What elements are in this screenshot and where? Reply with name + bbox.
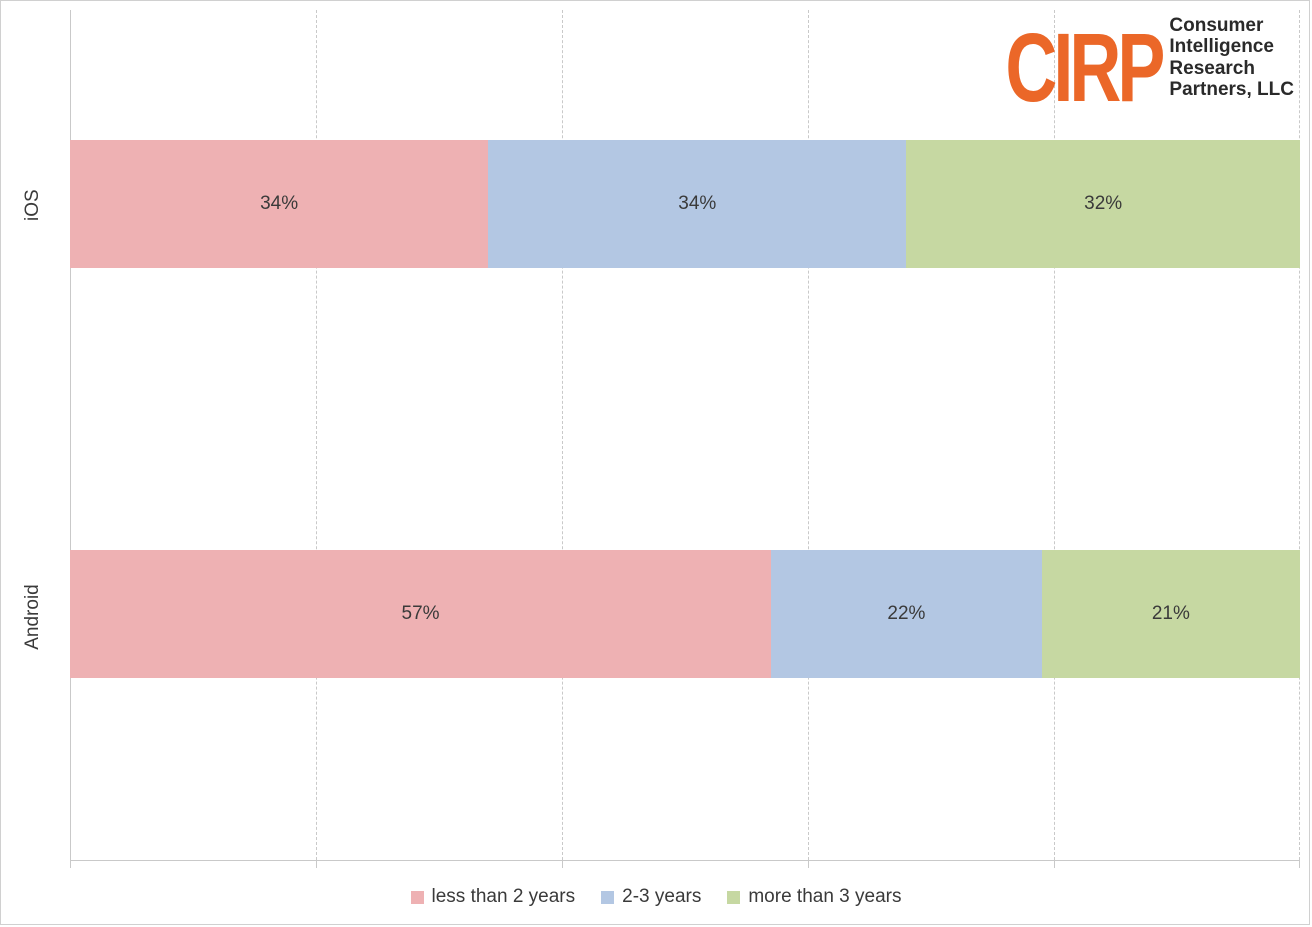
- cirp-logo-mark: CIRP: [1005, 28, 1161, 107]
- plot-area: [70, 10, 1300, 860]
- bar-android-seg-1: 22%: [771, 550, 1042, 678]
- bar-ios-seg-2-label: 32%: [1084, 193, 1122, 215]
- legend-item-2: more than 3 years: [727, 886, 901, 908]
- bar-android-seg-2-label: 21%: [1152, 603, 1190, 625]
- bar-ios-seg-0-label: 34%: [260, 193, 298, 215]
- bar-ios-seg-1-label: 34%: [678, 193, 716, 215]
- bar-row-ios: 34% 34% 32%: [70, 140, 1300, 268]
- bar-android-seg-0: 57%: [70, 550, 771, 678]
- bar-android-seg-2: 21%: [1042, 550, 1300, 678]
- x-axis-baseline: [70, 860, 1300, 861]
- bar-ios-seg-0: 34%: [70, 140, 488, 268]
- tick-20: [316, 860, 317, 868]
- legend-swatch-0: [411, 891, 424, 904]
- gridline-60: [808, 10, 809, 860]
- cirp-logo-text-line-1: Intelligence: [1169, 36, 1294, 57]
- tick-80: [1054, 860, 1055, 868]
- cirp-logo-text-line-3: Partners, LLC: [1169, 79, 1294, 100]
- bar-android-seg-0-label: 57%: [402, 603, 440, 625]
- gridline-20: [316, 10, 317, 860]
- gridline-100: [1299, 10, 1300, 860]
- y-label-ios: iOS: [22, 191, 44, 221]
- legend-label-0: less than 2 years: [432, 886, 576, 908]
- cirp-logo-text: Consumer Intelligence Research Partners,…: [1169, 15, 1294, 100]
- legend-swatch-2: [727, 891, 740, 904]
- legend-swatch-1: [601, 891, 614, 904]
- y-label-android: Android: [22, 580, 44, 654]
- bar-ios-seg-2: 32%: [906, 140, 1300, 268]
- legend-label-2: more than 3 years: [748, 886, 901, 908]
- gridline-80: [1054, 10, 1055, 860]
- legend-item-1: 2-3 years: [601, 886, 701, 908]
- tick-0: [70, 860, 71, 868]
- gridline-40: [562, 10, 563, 860]
- bar-android-seg-1-label: 22%: [887, 603, 925, 625]
- tick-100: [1299, 860, 1300, 868]
- tick-60: [808, 860, 809, 868]
- gridline-0: [70, 10, 71, 860]
- bar-row-android: 57% 22% 21%: [70, 550, 1300, 678]
- legend-label-1: 2-3 years: [622, 886, 701, 908]
- cirp-logo-text-line-2: Research: [1169, 58, 1294, 79]
- legend: less than 2 years 2-3 years more than 3 …: [0, 886, 1312, 908]
- bar-ios-seg-1: 34%: [488, 140, 906, 268]
- tick-40: [562, 860, 563, 868]
- cirp-logo-text-line-0: Consumer: [1169, 15, 1294, 36]
- cirp-logo: CIRP Consumer Intelligence Research Part…: [1005, 15, 1294, 100]
- legend-item-0: less than 2 years: [411, 886, 576, 908]
